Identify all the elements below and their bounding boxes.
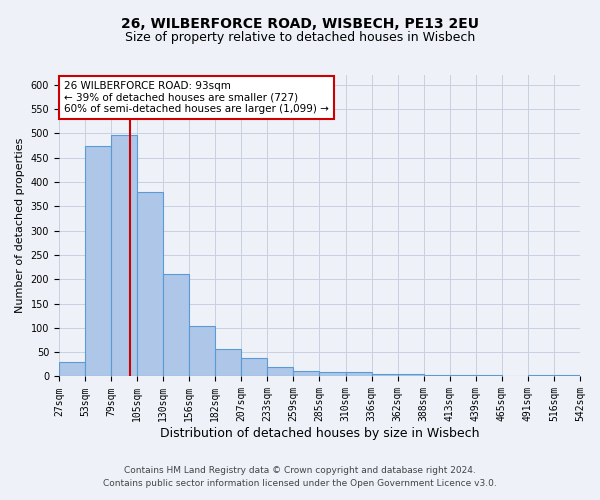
Bar [450, 375, 476, 376]
Bar [163, 274, 189, 376]
Text: 26 WILBERFORCE ROAD: 93sqm
← 39% of detached houses are smaller (727)
60% of sem: 26 WILBERFORCE ROAD: 93sqm ← 39% of deta… [64, 81, 329, 114]
Bar [346, 372, 371, 376]
Text: 26, WILBERFORCE ROAD, WISBECH, PE13 2EU: 26, WILBERFORCE ROAD, WISBECH, PE13 2EU [121, 18, 479, 32]
Bar [137, 192, 163, 376]
X-axis label: Distribution of detached houses by size in Wisbech: Distribution of detached houses by size … [160, 427, 479, 440]
Text: Size of property relative to detached houses in Wisbech: Size of property relative to detached ho… [125, 31, 475, 44]
Bar [319, 372, 346, 376]
Bar [111, 135, 137, 376]
Bar [189, 326, 215, 376]
Bar [59, 362, 85, 376]
Bar [241, 358, 268, 376]
Bar [293, 370, 319, 376]
Y-axis label: Number of detached properties: Number of detached properties [15, 138, 25, 314]
Bar [398, 374, 424, 376]
Bar [268, 367, 293, 376]
Bar [85, 146, 111, 376]
Text: Contains HM Land Registry data © Crown copyright and database right 2024.
Contai: Contains HM Land Registry data © Crown c… [103, 466, 497, 487]
Bar [215, 349, 241, 376]
Bar [371, 374, 398, 376]
Bar [528, 375, 554, 376]
Bar [476, 374, 502, 376]
